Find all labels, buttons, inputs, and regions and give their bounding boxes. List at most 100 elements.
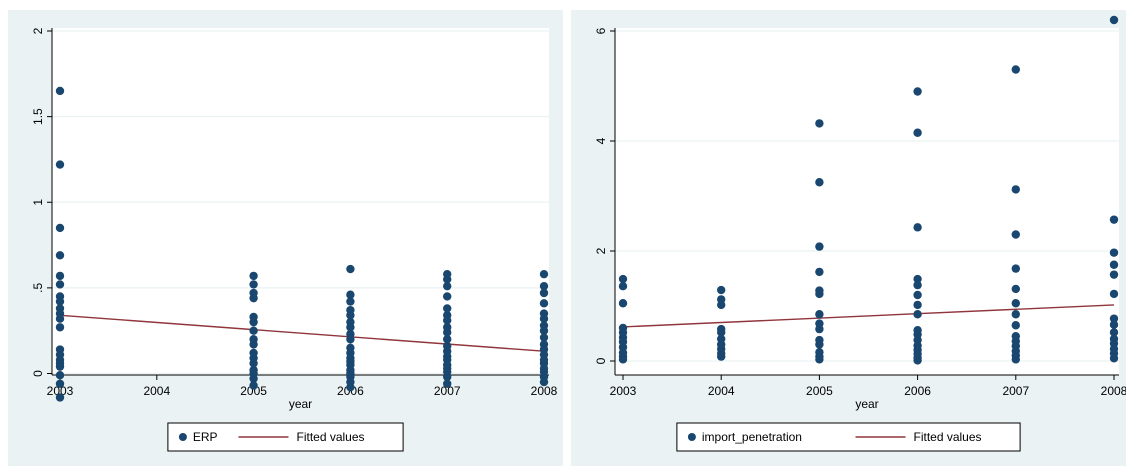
data-point-import-penetration (815, 310, 824, 319)
data-point-erp (55, 362, 65, 371)
data-point-erp (55, 393, 65, 402)
data-point-erp (249, 280, 258, 289)
data-point-erp (249, 317, 258, 327)
data-point-import-penetration (815, 178, 824, 187)
data-point-erp (443, 316, 452, 325)
data-point-erp (55, 271, 65, 281)
data-point-erp (539, 314, 549, 323)
data-point-erp (249, 381, 258, 390)
data-point-erp (55, 314, 65, 323)
data-point-erp (249, 293, 258, 303)
y-tick-label: .5 (31, 283, 45, 293)
data-point-erp (346, 311, 355, 320)
chart-panel-erp: 0.511.52200320042005200620072008yearERPF… (8, 10, 563, 466)
x-tick-label: 2003 (47, 384, 74, 398)
data-point-import-penetration (618, 299, 628, 308)
data-point-import-penetration (717, 352, 726, 361)
y-tick-label: 0 (31, 370, 45, 377)
data-point-import-penetration (913, 356, 922, 365)
plot-area (615, 28, 1119, 375)
data-point-erp (249, 326, 258, 335)
data-point-import-penetration (815, 324, 824, 334)
data-point-import-penetration (1011, 355, 1020, 364)
data-point-erp (55, 160, 65, 169)
x-tick-label: 2004 (143, 384, 170, 398)
data-point-erp (249, 271, 258, 281)
x-tick-label: 2005 (240, 384, 267, 398)
data-point-erp (249, 359, 258, 368)
y-tick-label: 1.5 (31, 108, 45, 125)
data-point-import-penetration (618, 274, 628, 284)
data-point-erp (55, 280, 65, 289)
data-point-import-penetration (815, 119, 824, 128)
data-point-erp (55, 323, 65, 332)
data-point-erp (249, 340, 258, 349)
legend-marker-erp (178, 433, 187, 441)
fitted-values-line (59, 314, 545, 352)
data-point-import-penetration (815, 242, 824, 251)
data-point-erp (249, 374, 258, 383)
data-point-erp (539, 281, 549, 291)
data-point-import-penetration (913, 128, 922, 137)
fitted-values-line (622, 304, 1115, 328)
data-point-import-penetration (1011, 230, 1020, 239)
data-point-erp (443, 328, 452, 337)
data-point-import-penetration (1011, 65, 1020, 74)
erp-scatter-chart: 0.511.52200320042005200620072008yearERPF… (31, 27, 558, 452)
data-point-erp (539, 299, 549, 308)
data-point-erp (443, 304, 452, 313)
legend-label-fitted-values: Fitted values (297, 430, 365, 444)
data-point-import-penetration (815, 289, 824, 299)
data-point-erp (539, 377, 549, 387)
data-point-import-penetration (1109, 354, 1119, 363)
x-tick-label: 2008 (1101, 384, 1126, 398)
y-tick-label: 1 (31, 199, 45, 206)
x-tick-label: 2005 (806, 384, 833, 398)
data-point-import-penetration (1109, 260, 1119, 269)
data-point-import-penetration (1011, 185, 1020, 194)
import-penetration-scatter-chart: 0 2 4 6 2003 2004 2005 2006 2007 2008 year import_p… (594, 15, 1126, 452)
data-point-import-penetration (1109, 270, 1119, 279)
data-point-import-penetration (913, 223, 922, 232)
data-point-import-penetration (1011, 264, 1020, 273)
chart-panel-import-penetration: 0 2 4 6 2003 2004 2005 2006 2007 2008 year import_p… (571, 10, 1126, 466)
data-point-erp (539, 333, 549, 342)
legend-box (676, 422, 1021, 452)
data-point-erp (539, 269, 549, 279)
y-tick-label: 0 (594, 357, 608, 364)
data-point-import-penetration (1109, 328, 1119, 337)
data-point-erp (443, 281, 452, 291)
data-point-erp (443, 335, 452, 344)
data-point-import-penetration (1011, 310, 1020, 319)
data-point-erp (55, 371, 65, 380)
y-tick-label: 4 (594, 137, 608, 144)
data-point-import-penetration (815, 355, 824, 364)
y-tick-label: 2 (594, 247, 608, 254)
data-point-erp (55, 297, 65, 306)
plot-area (52, 28, 549, 375)
data-point-erp (346, 297, 355, 306)
data-point-import-penetration (913, 274, 922, 284)
data-point-erp (346, 290, 355, 299)
data-point-import-penetration (913, 310, 922, 319)
data-point-erp (443, 372, 452, 382)
data-point-import-penetration (1109, 320, 1119, 329)
data-point-import-penetration (717, 328, 726, 337)
legend-marker-import-penetration (687, 433, 696, 441)
data-point-import-penetration (717, 300, 726, 310)
data-point-import-penetration (815, 267, 824, 277)
data-point-import-penetration (1011, 299, 1020, 308)
data-point-erp (443, 292, 452, 301)
y-tick-label: 6 (594, 27, 608, 34)
data-point-import-penetration (1109, 248, 1119, 257)
data-point-erp (346, 383, 355, 392)
data-point-import-penetration (913, 300, 922, 310)
data-point-erp (443, 275, 452, 284)
legend-label-erp: ERP (193, 430, 218, 444)
data-point-erp (539, 326, 549, 335)
data-point-import-penetration (913, 87, 922, 96)
x-axis-title: year (855, 397, 878, 411)
data-point-erp (55, 223, 65, 233)
x-tick-label: 2008 (531, 384, 558, 398)
data-point-import-penetration (1109, 289, 1119, 299)
